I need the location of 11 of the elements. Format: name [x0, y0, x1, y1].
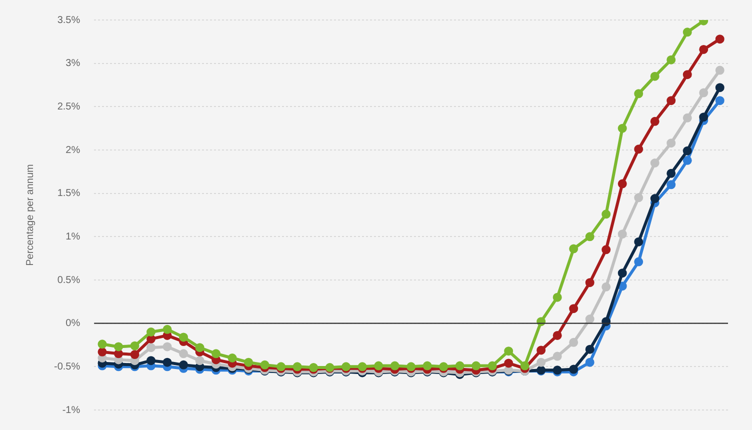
y-tick-label: 3.5%: [57, 14, 80, 26]
y-tick-label: 0.5%: [57, 274, 80, 286]
y-tick-label: 0%: [66, 318, 80, 330]
y-axis-title: Percentage per annum: [24, 164, 36, 266]
y-tick-label: 1%: [66, 231, 80, 242]
y-tick-label: -0.5%: [54, 361, 80, 372]
y-tick-label: -1%: [62, 404, 80, 416]
y-tick-label: 1.5%: [57, 188, 80, 200]
y-tick-label: 3%: [66, 58, 80, 70]
y-tick-label: 2%: [66, 144, 80, 156]
y-tick-label: 2.5%: [57, 101, 80, 112]
